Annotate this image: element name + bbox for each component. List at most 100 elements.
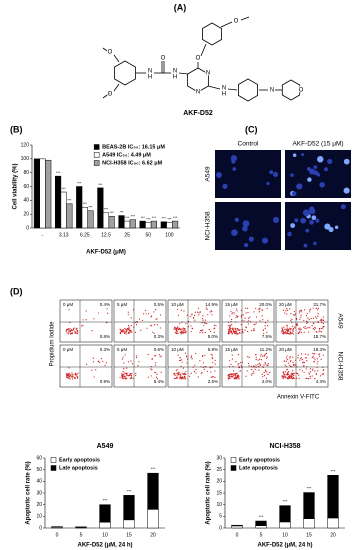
- event: [123, 373, 125, 376]
- event: [316, 331, 318, 333]
- y-tick-label: 15: [216, 490, 222, 496]
- event: [238, 375, 240, 377]
- x-tick-label: 25: [124, 232, 130, 238]
- y-tick-label: 60: [36, 455, 42, 461]
- event: [185, 332, 187, 334]
- nucleus: [343, 158, 350, 165]
- event: [177, 314, 180, 316]
- event: [309, 311, 311, 313]
- x-tick-label: 0: [56, 532, 59, 538]
- event: [239, 370, 241, 372]
- event: [229, 324, 231, 326]
- x-tick-label: 10: [102, 532, 108, 538]
- event: [70, 373, 72, 376]
- event: [234, 327, 236, 329]
- event: [245, 312, 247, 314]
- legend-label: Early apoptosis: [59, 457, 100, 463]
- event: [155, 362, 157, 364]
- y-tick-label: 30: [36, 490, 42, 496]
- event: [244, 329, 246, 331]
- event: [240, 309, 242, 311]
- event: [238, 363, 240, 365]
- event: [304, 327, 306, 330]
- event: [318, 327, 321, 330]
- event: [178, 328, 180, 331]
- event: [197, 376, 199, 378]
- event: [284, 371, 287, 373]
- event: [236, 328, 238, 330]
- event: [69, 331, 72, 333]
- event: [180, 309, 183, 311]
- event: [255, 356, 257, 358]
- bar: [150, 220, 157, 229]
- event: [296, 377, 298, 379]
- event: [312, 369, 314, 371]
- event: [66, 373, 68, 375]
- event: [255, 322, 257, 324]
- event: [253, 372, 255, 374]
- event: [244, 317, 246, 319]
- event: [321, 318, 323, 320]
- event: [72, 376, 74, 378]
- y-tick-label: 0: [26, 225, 29, 231]
- event: [177, 327, 179, 329]
- event: [191, 313, 193, 315]
- event: [322, 372, 324, 375]
- axis-label: Propidium Iodide: [50, 321, 56, 367]
- significance: ***: [152, 216, 157, 220]
- event: [179, 323, 181, 325]
- event: [231, 324, 233, 326]
- event: [300, 328, 302, 330]
- event: [304, 325, 306, 328]
- event: [320, 327, 322, 330]
- event: [245, 307, 247, 309]
- event: [312, 355, 314, 357]
- event: [267, 363, 269, 365]
- legend-swatch: [50, 465, 57, 471]
- event: [260, 355, 262, 357]
- event: [246, 307, 249, 309]
- event: [174, 372, 176, 375]
- event: [284, 328, 286, 330]
- bar: [145, 222, 152, 229]
- event: [194, 311, 197, 313]
- y-tick-label: 30: [216, 455, 222, 461]
- significance: ***: [110, 211, 115, 215]
- event: [150, 375, 152, 377]
- event: [239, 362, 242, 364]
- event: [290, 359, 292, 362]
- event: [186, 314, 188, 316]
- event: [321, 374, 323, 376]
- event: [266, 356, 268, 358]
- event: [209, 330, 212, 333]
- event: [293, 310, 295, 313]
- nucleus: [242, 220, 250, 227]
- event: [176, 331, 178, 333]
- event: [214, 359, 216, 361]
- event: [264, 363, 266, 365]
- event: [176, 373, 178, 375]
- event: [250, 374, 253, 376]
- event: [207, 314, 209, 316]
- bar: [160, 221, 167, 229]
- significance: ***: [98, 183, 103, 187]
- event: [286, 308, 288, 310]
- quadrant-value: 4.0%: [262, 379, 272, 384]
- chart-title: NCI-H358: [269, 443, 300, 450]
- bar-segment: [75, 526, 87, 528]
- event: [146, 327, 148, 329]
- significance: ***: [146, 217, 151, 221]
- event: [237, 328, 239, 330]
- event: [227, 331, 230, 333]
- legend-label: A549 IC₅₀: 4.49 μM: [102, 152, 151, 158]
- event: [298, 328, 300, 330]
- event: [306, 322, 308, 324]
- panel-label: (A): [174, 2, 187, 12]
- event: [155, 372, 157, 374]
- event: [266, 331, 268, 334]
- bond: [178, 72, 189, 75]
- event: [300, 331, 303, 333]
- significance: ***: [162, 217, 167, 221]
- event: [253, 328, 255, 330]
- event: [247, 323, 249, 325]
